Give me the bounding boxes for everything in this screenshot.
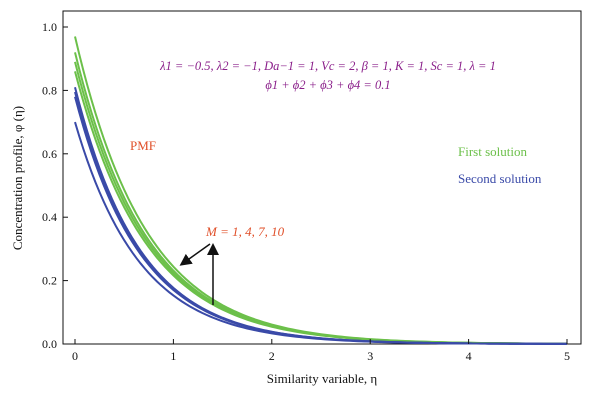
- parameters-line-2: ϕ1 + ϕ2 + ϕ3 + ϕ4 = 0.1: [265, 78, 390, 92]
- x-axis-label: Similarity variable, η: [267, 371, 378, 386]
- y-tick-label: 0.4: [42, 210, 57, 224]
- second-solution-curve-m7: [74, 91, 567, 345]
- x-tick-label: 2: [269, 349, 275, 363]
- plot-frame: [62, 10, 582, 345]
- y-tick-label: 0.0: [42, 337, 57, 351]
- y-tick-label: 0.6: [42, 147, 57, 161]
- x-tick-label: 1: [170, 349, 176, 363]
- legend-first-solution: First solution: [458, 144, 527, 159]
- first-solution-curve-m7: [74, 52, 568, 345]
- x-tick-label: 0: [72, 349, 78, 363]
- y-tick-label: 1.0: [42, 20, 57, 34]
- y-tick-label: 0.8: [42, 83, 57, 97]
- parameters-line-1: λ1 = −0.5, λ2 = −1, Da−1 = 1, Vc = 2, β …: [159, 59, 496, 73]
- legend-second-solution: Second solution: [458, 171, 542, 186]
- m-values-annotation: M = 1, 4, 7, 10: [205, 224, 285, 239]
- x-tick-label: 3: [367, 349, 373, 363]
- series-layer: [74, 36, 568, 345]
- arrow-first-solution: [179, 243, 211, 266]
- tick-layer: 0 1 2 3 4 5 0.0 0.2 0.4 0.6 0.8 1.0: [42, 20, 570, 363]
- first-solution-curve-m1: [74, 71, 568, 345]
- second-solution-curve-m4: [74, 96, 568, 345]
- pmf-annotation: PMF: [130, 138, 156, 153]
- y-tick-label: 0.2: [42, 274, 57, 288]
- x-tick-label: 5: [564, 349, 570, 363]
- first-solution-curve-m4: [74, 61, 568, 345]
- y-axis-label: Concentration profile, φ (η): [10, 106, 25, 250]
- x-tick-label: 4: [466, 349, 472, 363]
- second-solution-curve-m10: [74, 86, 568, 345]
